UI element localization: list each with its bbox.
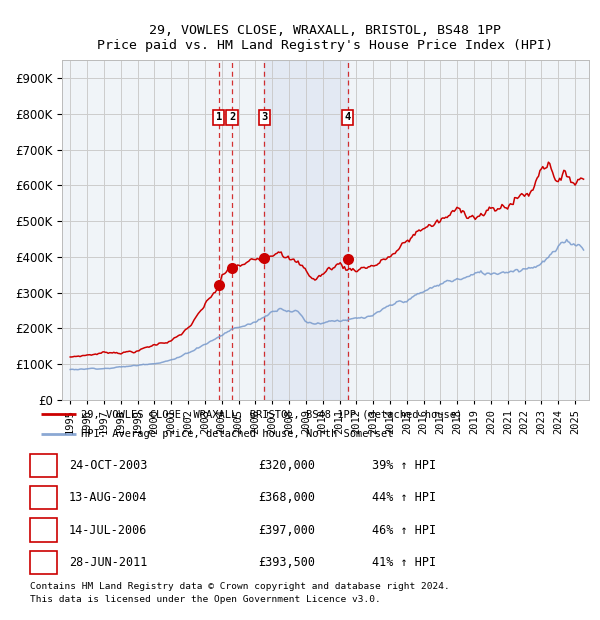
Text: 41% ↑ HPI: 41% ↑ HPI xyxy=(372,556,436,569)
Bar xyxy=(265,60,348,400)
Text: 2: 2 xyxy=(229,112,235,122)
Text: £393,500: £393,500 xyxy=(258,556,315,569)
Text: 4: 4 xyxy=(40,556,47,569)
Text: 24-OCT-2003: 24-OCT-2003 xyxy=(69,459,148,472)
Title: 29, VOWLES CLOSE, WRAXALL, BRISTOL, BS48 1PP
Price paid vs. HM Land Registry's H: 29, VOWLES CLOSE, WRAXALL, BRISTOL, BS48… xyxy=(97,24,553,52)
Text: 3: 3 xyxy=(262,112,268,122)
Text: 46% ↑ HPI: 46% ↑ HPI xyxy=(372,524,436,536)
Text: Contains HM Land Registry data © Crown copyright and database right 2024.: Contains HM Land Registry data © Crown c… xyxy=(30,582,450,591)
Text: 4: 4 xyxy=(344,112,351,122)
Text: 39% ↑ HPI: 39% ↑ HPI xyxy=(372,459,436,472)
Text: 13-AUG-2004: 13-AUG-2004 xyxy=(69,492,148,504)
Text: 14-JUL-2006: 14-JUL-2006 xyxy=(69,524,148,536)
Text: £397,000: £397,000 xyxy=(258,524,315,536)
Text: 1: 1 xyxy=(215,112,222,122)
Text: £320,000: £320,000 xyxy=(258,459,315,472)
Text: 2: 2 xyxy=(40,492,47,504)
Text: HPI: Average price, detached house, North Somerset: HPI: Average price, detached house, Nort… xyxy=(82,428,394,438)
Text: 3: 3 xyxy=(40,524,47,536)
Text: 1: 1 xyxy=(40,459,47,472)
Text: This data is licensed under the Open Government Licence v3.0.: This data is licensed under the Open Gov… xyxy=(30,595,381,604)
Text: 29, VOWLES CLOSE, WRAXALL, BRISTOL, BS48 1PP (detached house): 29, VOWLES CLOSE, WRAXALL, BRISTOL, BS48… xyxy=(82,409,463,419)
Text: 28-JUN-2011: 28-JUN-2011 xyxy=(69,556,148,569)
Text: £368,000: £368,000 xyxy=(258,492,315,504)
Text: 44% ↑ HPI: 44% ↑ HPI xyxy=(372,492,436,504)
